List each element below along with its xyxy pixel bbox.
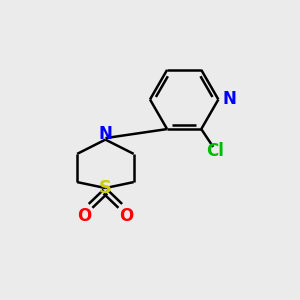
Text: O: O <box>77 207 92 225</box>
Text: S: S <box>99 179 112 197</box>
Text: N: N <box>223 91 237 109</box>
Text: Cl: Cl <box>206 142 224 160</box>
Text: O: O <box>119 207 133 225</box>
Text: N: N <box>98 125 112 143</box>
